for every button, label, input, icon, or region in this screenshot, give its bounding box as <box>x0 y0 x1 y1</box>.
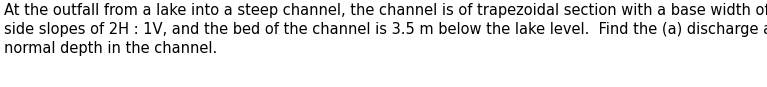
Text: At the outfall from a lake into a steep channel, the channel is of trapezoidal s: At the outfall from a lake into a steep … <box>4 3 767 56</box>
